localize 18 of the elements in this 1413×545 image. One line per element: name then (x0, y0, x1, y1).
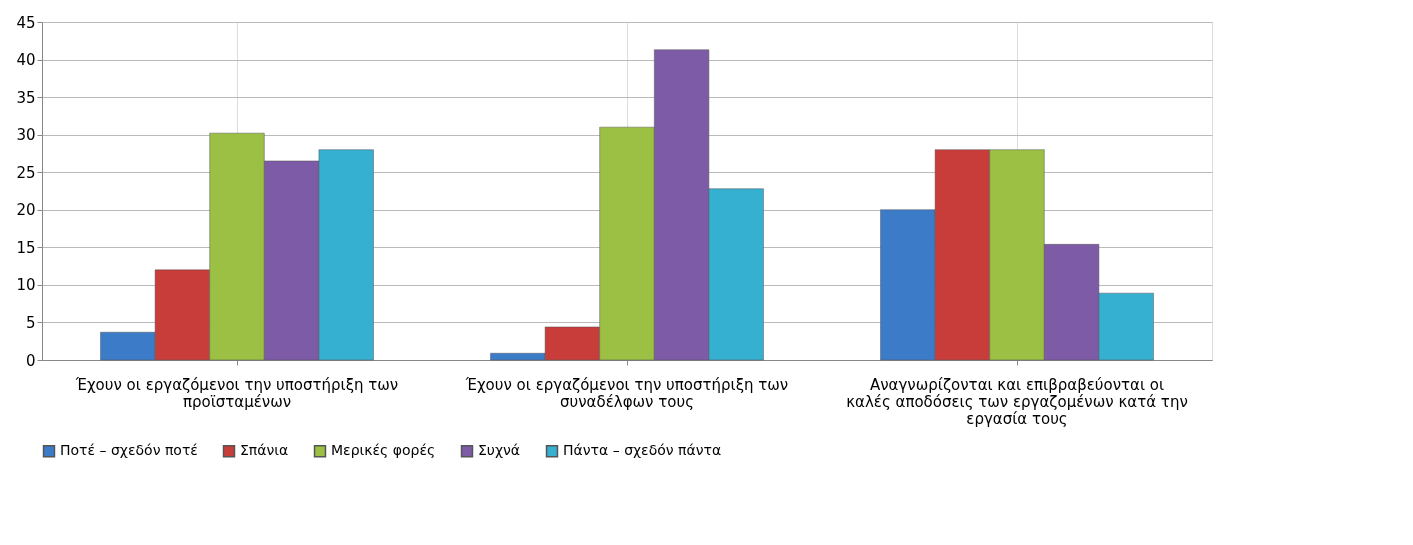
legend-label: Πάντα – σχεδόν πάντα (563, 442, 722, 459)
x-tick-label: Αναγνωρίζονται και επιβραβεύονται οι καλές αποδόσεις των εργαζομένων κατά την εργασία τους (846, 375, 1188, 428)
legend-label: Συχνά (478, 442, 521, 459)
legend-label: Μερικές φορές (331, 442, 436, 459)
y-tick-label: 35 (16, 88, 36, 107)
y-tick-label: 5 (25, 313, 36, 332)
y-tick-label: 45 (16, 13, 36, 32)
legend-label: Σπάνια (240, 442, 289, 459)
y-tick-label: 20 (16, 201, 36, 220)
y-tick-label: 25 (16, 163, 36, 182)
x-tick-label: Έχουν οι εργαζόμενοι την υποστήριξη των προϊσταμένων (74, 375, 399, 411)
y-tick-label: 0 (25, 351, 36, 370)
y-tick-label: 15 (16, 238, 36, 257)
x-tick-label: Έχουν οι εργαζόμενοι την υποστήριξη των συναδέλφων τους (464, 375, 789, 411)
legend-label: Ποτέ – σχεδόν ποτέ (60, 442, 198, 459)
y-tick-label: 10 (16, 276, 36, 295)
y-tick-label: 40 (16, 51, 36, 70)
y-tick-label: 30 (16, 126, 36, 145)
